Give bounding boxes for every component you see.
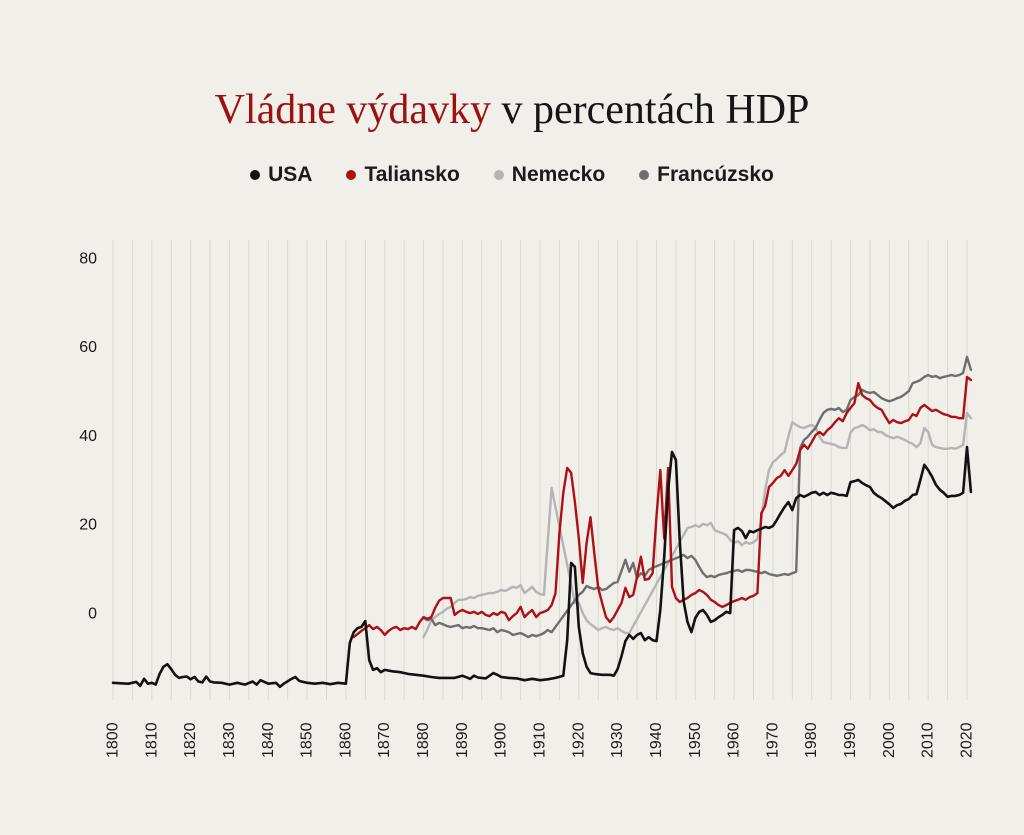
x-axis-tick-label: 1980 xyxy=(803,722,820,758)
x-axis-tick-label: 1840 xyxy=(260,722,277,758)
taliansko-dot-icon xyxy=(346,170,357,180)
francuzsko-dot-icon xyxy=(639,170,650,180)
usa-dot-icon xyxy=(250,170,261,180)
legend-item-francuzsko: Francúzsko xyxy=(639,163,774,187)
legend-label-taliansko: Taliansko xyxy=(364,163,460,186)
nemecko-dot-icon xyxy=(493,170,504,180)
x-axis-tick-label: 1990 xyxy=(842,722,859,758)
x-axis-tick-label: 2000 xyxy=(881,722,898,758)
legend-label-usa: USA xyxy=(268,163,313,186)
x-axis-tick-label: 1830 xyxy=(221,722,238,758)
y-axis-tick-label: 80 xyxy=(79,250,97,267)
series-line-taliansko xyxy=(352,375,973,639)
legend-label-nemecko: Nemecko xyxy=(511,163,606,186)
y-axis-tick-label: 20 xyxy=(79,517,97,534)
x-axis-tick-label: 1870 xyxy=(376,722,393,758)
x-axis-tick-label: 1890 xyxy=(454,722,471,758)
legend-label-francuzsko: Francúzsko xyxy=(657,163,774,186)
x-axis-tick-label: 1880 xyxy=(415,722,432,758)
x-axis-tick-label: 1960 xyxy=(726,722,743,758)
chart-title-rest: v percentách HDP xyxy=(491,87,810,133)
x-axis-tick-label: 1930 xyxy=(609,722,626,758)
x-axis-tick-label: 1950 xyxy=(687,722,704,758)
x-axis-tick-label: 1900 xyxy=(493,722,510,758)
x-axis-tick-label: 1850 xyxy=(299,722,316,758)
x-axis-tick-label: 1800 xyxy=(105,722,122,758)
y-axis-tick-label: 0 xyxy=(88,606,97,623)
y-axis-tick-label: 40 xyxy=(79,428,97,445)
series-line-usa xyxy=(111,445,973,689)
x-axis-tick-label: 1810 xyxy=(143,722,160,758)
legend-item-usa: USA xyxy=(250,163,312,187)
chart-title-accent: Vládne výdavky xyxy=(214,87,492,133)
x-axis-tick-label: 1820 xyxy=(182,722,199,758)
x-axis-tick-label: 2020 xyxy=(958,722,975,758)
series-line-francúzsko xyxy=(422,355,973,639)
y-axis-tick-label: 60 xyxy=(79,339,97,356)
legend-item-nemecko: Nemecko xyxy=(493,163,606,187)
x-axis-tick-label: 1970 xyxy=(764,722,781,758)
x-axis-tick-label: 1920 xyxy=(570,722,587,758)
x-axis-tick-label: 1910 xyxy=(531,722,548,758)
chart-legend: USA Taliansko Nemecko Francúzsko xyxy=(0,163,1024,187)
x-axis-tick-label: 1940 xyxy=(648,722,665,758)
x-axis-tick-label: 1860 xyxy=(337,722,354,758)
x-axis-tick-label: 2010 xyxy=(920,722,937,758)
legend-item-taliansko: Taliansko xyxy=(346,163,460,187)
series-line-nemecko xyxy=(422,411,973,639)
chart-title: Vládne výdavky v percentách HDP xyxy=(0,86,1024,134)
